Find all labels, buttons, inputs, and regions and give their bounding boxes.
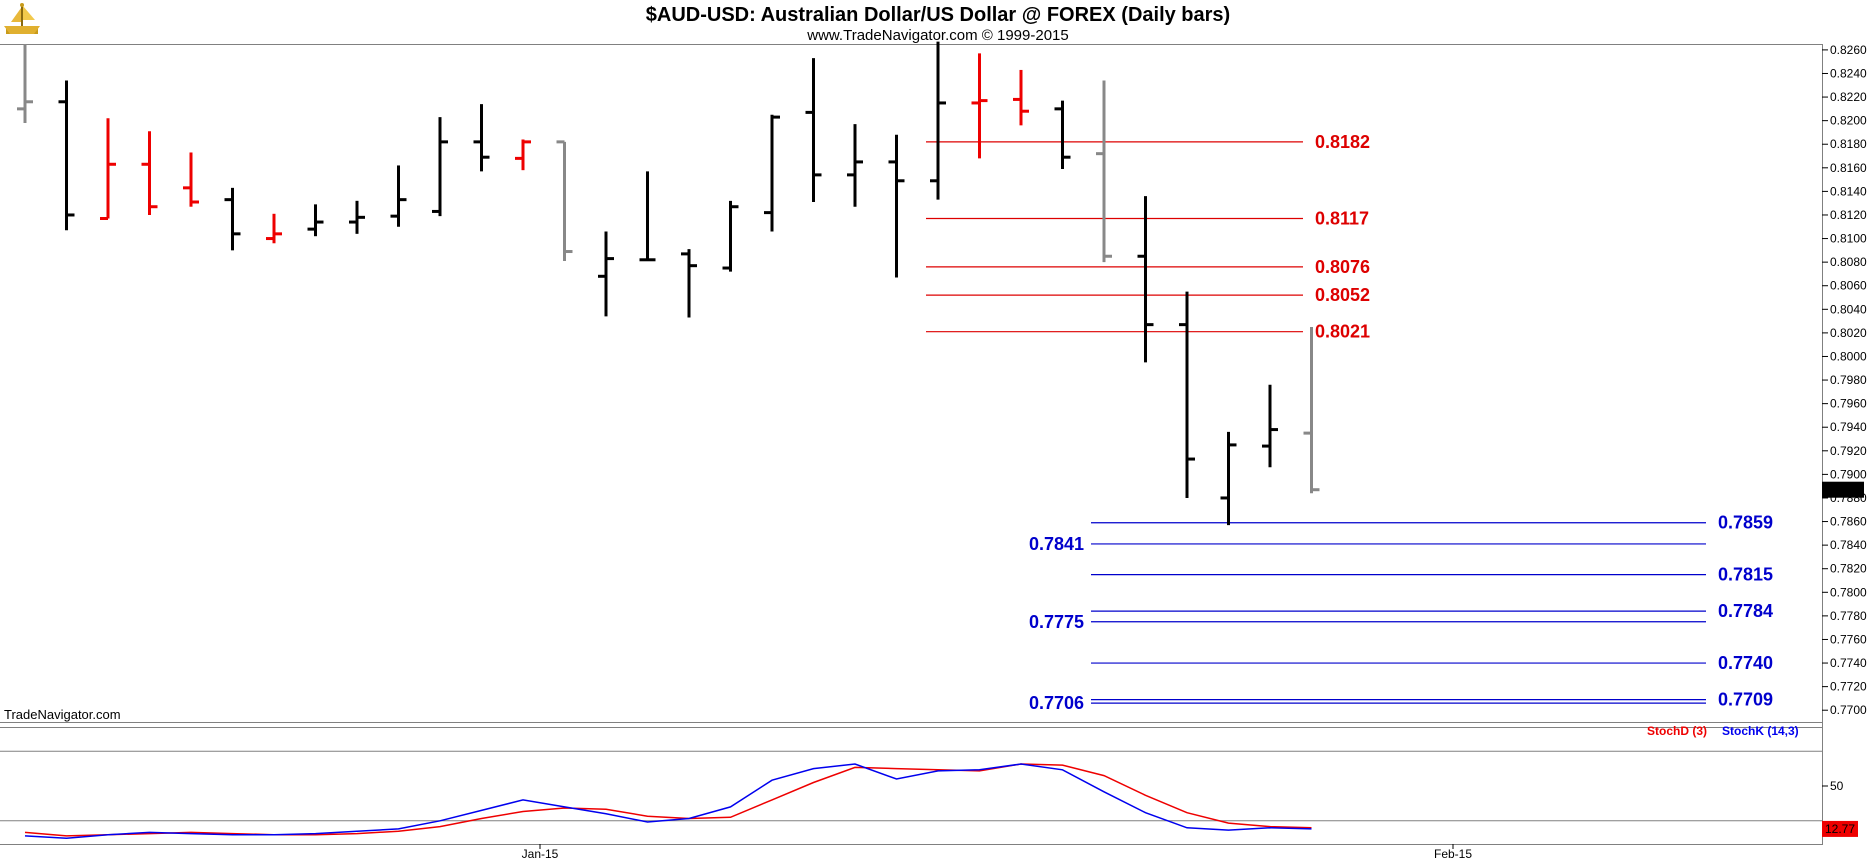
- price-axis: 0.7700 0.7720 0.7740 0.7760 0.7780 0.7800 0.78…: [1822, 43, 1867, 717]
- last-price-marker: 0.7887: [1822, 481, 1864, 498]
- stoch-lines: 12.77: [24, 763, 1858, 839]
- resistance-level-label: 0.8052: [1315, 285, 1370, 305]
- ohlc-bar: [390, 165, 407, 227]
- support-level-label: 0.7709: [1718, 690, 1773, 710]
- ohlc-bar: [598, 231, 614, 317]
- plot-frames: [0, 44, 1823, 845]
- trade-navigator-ship-logo-icon: [4, 3, 40, 34]
- ohlc-bar: [1262, 384, 1278, 468]
- ohlc-bar: [473, 104, 490, 172]
- price-tick-label: 0.8260: [1830, 43, 1867, 57]
- ohlc-bar: [224, 187, 241, 251]
- legend-stoch-d: StochD (3): [1647, 724, 1707, 738]
- price-tick-label: 0.8140: [1830, 184, 1867, 198]
- chart-title: $AUD-USD: Australian Dollar/US Dollar @ …: [646, 4, 1230, 26]
- support-level-label: 0.7775: [1029, 612, 1084, 632]
- ohlc-bar: [971, 53, 988, 159]
- price-tick-label: 0.7900: [1830, 467, 1867, 481]
- watermark: TradeNavigator.com: [4, 707, 121, 722]
- ohlc-bar: [1220, 431, 1237, 526]
- price-tick-label: 0.7920: [1830, 444, 1867, 458]
- price-tick-label: 0.7760: [1830, 632, 1867, 646]
- stoch-axis: 50: [0, 750, 1844, 822]
- ohlc-bar: [847, 124, 863, 207]
- price-tick-label: 0.7940: [1830, 420, 1867, 434]
- stoch-tick-label: 50: [1830, 779, 1844, 793]
- level-lines: 0.8182 0.8117 0.8076 0.8052 0.8021 0.7859 0.78…: [926, 132, 1773, 713]
- support-level-label: 0.7784: [1718, 601, 1773, 621]
- price-tick-label: 0.7840: [1830, 538, 1867, 552]
- ohlc-bar: [307, 204, 324, 237]
- resistance-level-label: 0.8182: [1315, 132, 1370, 152]
- price-tick-label: 0.7820: [1830, 562, 1867, 576]
- price-tick-label: 0.8240: [1830, 66, 1867, 80]
- price-tick-label: 0.8000: [1830, 349, 1867, 363]
- date-axis: Jan-15 Feb-15: [522, 844, 1472, 861]
- price-tick-label: 0.7780: [1830, 609, 1867, 623]
- ohlc-bar: [722, 200, 739, 272]
- support-level-label: 0.7815: [1718, 565, 1773, 585]
- price-tick-label: 0.8040: [1830, 302, 1867, 316]
- price-tick-label: 0.7800: [1830, 585, 1867, 599]
- stoch-series-line: [24, 763, 1312, 837]
- support-level-label: 0.7706: [1029, 693, 1084, 713]
- ohlc-bar: [1179, 291, 1195, 498]
- ohlc-bar: [266, 213, 282, 244]
- price-tick-label: 0.8020: [1830, 326, 1867, 340]
- ohlc-bar: [805, 58, 822, 203]
- date-tick-label: Jan-15: [522, 847, 559, 861]
- stoch-last-value-label: 12.77: [1825, 822, 1855, 836]
- last-price-label: 0.7887: [1826, 483, 1863, 497]
- last-price-box: [1822, 481, 1864, 498]
- ohlc-bar: [1054, 100, 1071, 169]
- resistance-level-label: 0.8076: [1315, 257, 1370, 277]
- price-tick-label: 0.8160: [1830, 161, 1867, 175]
- support-level-label: 0.7859: [1718, 513, 1773, 533]
- ohlc-bar: [681, 249, 697, 318]
- stoch-last-value-box: [1822, 820, 1858, 837]
- ohlc-bars: [17, 41, 1320, 526]
- ohlc-bar: [1013, 69, 1029, 126]
- ohlc-bar: [100, 118, 116, 221]
- ohlc-bar: [888, 134, 905, 278]
- price-tick-label: 0.8120: [1830, 208, 1867, 222]
- legend-stoch-k: StochK (14,3): [1722, 724, 1799, 738]
- ohlc-bar: [349, 200, 365, 234]
- price-tick-label: 0.8080: [1830, 255, 1867, 269]
- ohlc-bar: [1137, 196, 1154, 363]
- support-level-label: 0.7841: [1029, 534, 1084, 554]
- price-tick-label: 0.8200: [1830, 114, 1867, 128]
- support-level-label: 0.7740: [1718, 653, 1773, 673]
- price-tick-label: 0.7740: [1830, 656, 1867, 670]
- price-tick-label: 0.7720: [1830, 680, 1867, 694]
- price-tick-label: 0.7980: [1830, 373, 1867, 387]
- stoch-series-line: [24, 763, 1312, 839]
- ohlc-bar: [1303, 326, 1320, 494]
- price-tick-label: 0.8180: [1830, 137, 1867, 151]
- ohlc-bar: [17, 44, 33, 124]
- resistance-level-label: 0.8021: [1315, 322, 1370, 342]
- ohlc-bar: [183, 152, 199, 207]
- price-tick-label: 0.8060: [1830, 279, 1867, 293]
- price-tick-label: 0.7860: [1830, 515, 1867, 529]
- ohlc-bar: [141, 131, 158, 215]
- chart-subtitle: www.TradeNavigator.com © 1999-2015: [806, 27, 1068, 44]
- ohlc-bar: [515, 139, 531, 171]
- ohlc-bar: [556, 140, 573, 261]
- price-tick-label: 0.7700: [1830, 703, 1867, 717]
- price-tick-label: 0.8100: [1830, 232, 1867, 246]
- ohlc-bar: [930, 41, 946, 200]
- ohlc-bar: [764, 114, 780, 232]
- price-tick-label: 0.7960: [1830, 397, 1867, 411]
- ohlc-bar: [1096, 80, 1112, 263]
- resistance-level-label: 0.8117: [1315, 209, 1369, 229]
- ohlc-bar: [432, 117, 448, 217]
- ohlc-bar: [639, 171, 656, 262]
- price-tick-label: 0.8220: [1830, 90, 1867, 104]
- date-tick-label: Feb-15: [1434, 847, 1472, 861]
- ohlc-bar: [58, 80, 75, 231]
